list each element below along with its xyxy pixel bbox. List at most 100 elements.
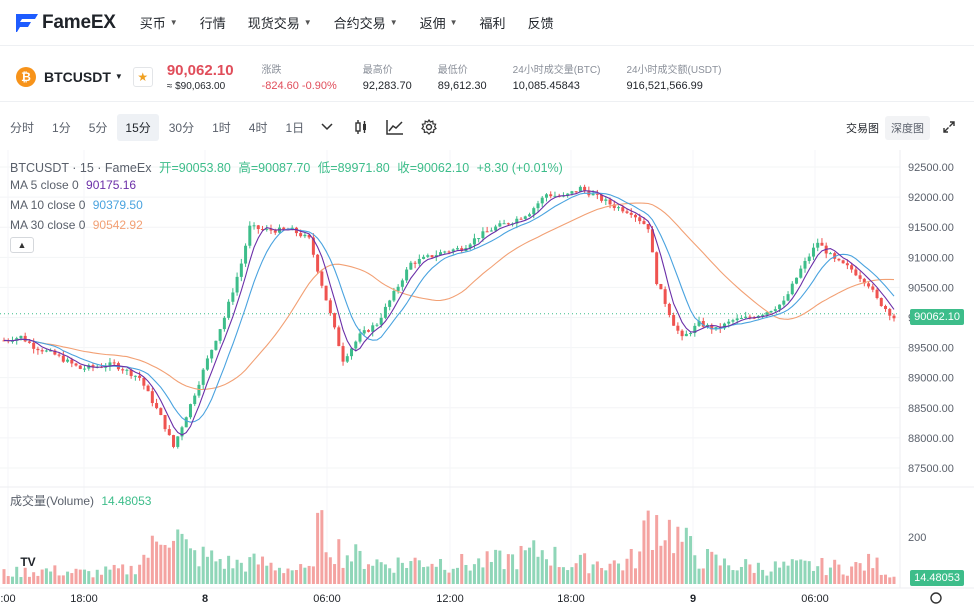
volume-bar bbox=[430, 563, 434, 584]
nav-item[interactable]: 买币 ▼ bbox=[140, 13, 178, 32]
candle-body bbox=[850, 265, 854, 270]
candle-body bbox=[739, 317, 743, 319]
candle-body bbox=[210, 349, 214, 359]
timeframe-option[interactable]: 1时 bbox=[212, 120, 231, 135]
volume-bar bbox=[570, 567, 574, 584]
candle-body bbox=[633, 214, 637, 218]
volume-bar bbox=[265, 565, 269, 584]
ma10-value: 90379.50 bbox=[92, 198, 143, 212]
volume-bar bbox=[261, 556, 265, 584]
volume-bar bbox=[214, 561, 218, 584]
candle-body bbox=[150, 391, 154, 404]
nav-item[interactable]: 福利 bbox=[480, 13, 506, 32]
volume-bar bbox=[180, 533, 184, 584]
volume-bar bbox=[61, 575, 65, 584]
tradingview-logo-icon[interactable]: TV bbox=[20, 555, 36, 569]
candle-body bbox=[498, 223, 502, 227]
candle-body bbox=[324, 285, 328, 301]
volume-bar bbox=[66, 571, 70, 584]
volume-bar bbox=[646, 510, 650, 584]
volume-bar bbox=[773, 561, 777, 584]
chart-toolbar: 分时 1分 5分 15分 30分 1时 4时 1日 交易图 深度图 bbox=[0, 112, 974, 142]
volume-bar bbox=[341, 567, 345, 584]
volume-bar bbox=[523, 550, 527, 584]
candle-body bbox=[205, 358, 209, 370]
candle-body bbox=[727, 321, 731, 324]
candle-body bbox=[388, 300, 392, 307]
volume-bar bbox=[528, 547, 532, 584]
brand-logo[interactable]: FameEX bbox=[15, 11, 116, 34]
volume-bar bbox=[574, 563, 578, 584]
chart-settings-gear-icon[interactable] bbox=[930, 592, 942, 604]
symbol-selector[interactable]: BTCUSDT ▼ bbox=[44, 69, 123, 85]
timeframe-option[interactable]: 1日 bbox=[285, 120, 305, 135]
candle-body bbox=[676, 325, 680, 331]
candle-body bbox=[519, 218, 523, 220]
volume-bar bbox=[701, 568, 705, 584]
indicators-icon[interactable] bbox=[384, 116, 406, 138]
candle-body bbox=[167, 429, 171, 436]
view-depth-chart[interactable]: 深度图 bbox=[885, 116, 930, 140]
ma30-value: 90542.92 bbox=[92, 218, 143, 232]
volume-bar bbox=[460, 553, 464, 584]
candle-body bbox=[617, 207, 621, 209]
volume-bar bbox=[239, 562, 243, 584]
candle-body bbox=[142, 377, 146, 386]
volume-bar bbox=[845, 575, 849, 584]
brand-name: FameEX bbox=[42, 11, 116, 33]
favorite-star-icon[interactable]: ★ bbox=[132, 66, 153, 87]
candle-body bbox=[121, 369, 125, 371]
candle-body bbox=[371, 325, 375, 332]
candlestick-type-icon[interactable] bbox=[350, 116, 372, 138]
volume-bar bbox=[540, 550, 544, 584]
nav-item[interactable]: 现货交易 ▼ bbox=[248, 13, 312, 32]
candle-body bbox=[15, 338, 19, 341]
volume-bar bbox=[188, 548, 192, 584]
volume-tick-label: 200 bbox=[908, 532, 926, 544]
volume-bar bbox=[121, 564, 125, 584]
candle-body bbox=[146, 385, 150, 392]
timeframe-option[interactable]: 分时 bbox=[10, 120, 35, 135]
timeframe-option[interactable]: 30分 bbox=[168, 120, 195, 135]
volume-bar bbox=[392, 572, 396, 584]
volume-bar bbox=[197, 566, 201, 584]
candle-body bbox=[350, 348, 354, 357]
timeframe-more-chevron-icon[interactable] bbox=[316, 116, 338, 138]
volume-bar bbox=[515, 569, 519, 584]
timeframe-option[interactable]: 4时 bbox=[248, 120, 268, 135]
volume-bar bbox=[290, 570, 294, 584]
stat-change: 涨跌 -824.60 -0.90% bbox=[262, 61, 337, 92]
volume-bar bbox=[765, 575, 769, 584]
candle-body bbox=[663, 289, 667, 304]
candle-body bbox=[273, 230, 277, 233]
collapse-legend-chevron-up-icon[interactable]: ▲ bbox=[10, 237, 34, 253]
volume-bar bbox=[561, 567, 565, 584]
price-chart[interactable]: 92500.00 92000.00 91500.00 91000.00 90500.00… bbox=[0, 150, 974, 606]
volume-bar bbox=[78, 569, 82, 584]
candle-body bbox=[714, 327, 718, 330]
nav-item[interactable]: 合约交易 ▼ bbox=[334, 13, 398, 32]
candle-body bbox=[879, 298, 883, 306]
fullscreen-expand-icon[interactable] bbox=[938, 116, 960, 138]
volume-bar bbox=[244, 571, 248, 584]
candle-body bbox=[66, 359, 70, 362]
timeframe-option[interactable]: 5分 bbox=[88, 120, 108, 135]
volume-bar bbox=[481, 567, 485, 584]
nav-item[interactable]: 反馈 bbox=[528, 13, 554, 32]
candle-body bbox=[409, 262, 413, 270]
volume-bar bbox=[867, 553, 871, 584]
candle-body bbox=[244, 245, 248, 264]
volume-bar bbox=[591, 564, 595, 584]
candle-body bbox=[816, 242, 820, 248]
nav-item[interactable]: 行情 bbox=[200, 13, 226, 32]
volume-bar bbox=[752, 572, 756, 584]
volume-bar bbox=[184, 539, 188, 584]
settings-gear-icon[interactable] bbox=[418, 116, 440, 138]
timeframe-option[interactable]: 15分 bbox=[117, 113, 159, 141]
volume-bar bbox=[536, 556, 540, 584]
volume-bar bbox=[710, 551, 714, 584]
timeframe-option[interactable]: 1分 bbox=[52, 120, 71, 135]
view-trading-chart[interactable]: 交易图 bbox=[846, 123, 879, 135]
volume-bar bbox=[786, 565, 790, 584]
nav-item[interactable]: 返佣 ▼ bbox=[420, 13, 458, 32]
